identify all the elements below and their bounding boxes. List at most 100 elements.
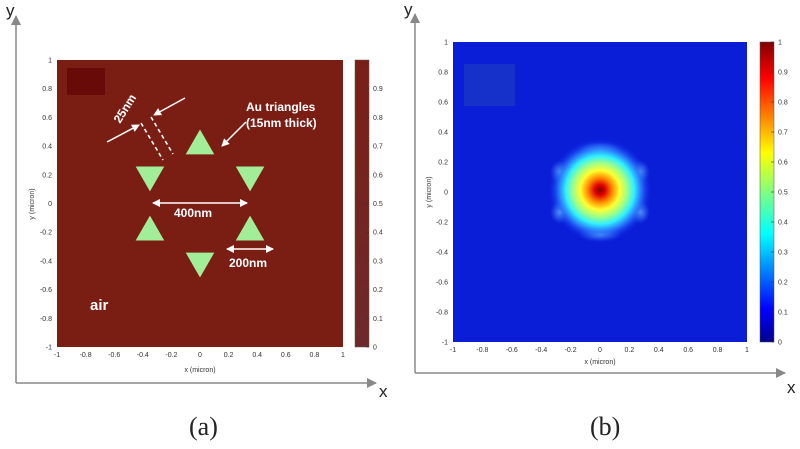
colorbar-tick-label: 0.1 <box>373 316 383 323</box>
panel-b: y x -1 -0.8 -0.6 -0.4 -0.2 0 0.2 0.4 0.6 0.8 1 -1 -0… <box>404 0 796 397</box>
title-label-line1: Au triangles <box>246 100 316 114</box>
y-tick-label: 0.4 <box>42 144 52 151</box>
colorbar-tick-label: 0.7 <box>373 144 383 151</box>
gap-arrow-left <box>106 124 140 143</box>
x-tick-label: 0.6 <box>281 352 291 359</box>
gap-dashed-line-1 <box>140 122 164 161</box>
hexagram <box>135 129 265 278</box>
au-triangle <box>135 215 165 241</box>
x-tick-label: 0.6 <box>683 347 693 354</box>
panel-b-label: (b) <box>590 412 621 441</box>
colorbar-tick-label: 0.2 <box>373 287 383 294</box>
x-tick-label: 0.2 <box>224 352 234 359</box>
x-tick-label: 0.8 <box>713 347 723 354</box>
panel-b-colorbar-ticks: 0 0.1 0.2 0.3 0.4 0.5 0.6 0.7 0.8 0.9 1 <box>771 40 788 347</box>
au-triangle <box>135 166 165 192</box>
span-label: 400nm <box>174 206 212 220</box>
title-annotation: Au triangles (15nm thick) <box>221 100 317 147</box>
field-hotspot <box>548 138 652 242</box>
y-tick-label: -0.8 <box>40 316 52 323</box>
x-tick-label: 0 <box>198 352 202 359</box>
colorbar-tick-label: 0.9 <box>778 70 788 77</box>
panel-b-ticks: -1 -0.8 -0.6 -0.4 -0.2 0 0.2 0.4 0.6 0.8 1 -1 -0.8 -0… <box>436 40 749 355</box>
au-triangle <box>185 129 215 155</box>
panel-b-x-label: x (micron) <box>584 359 615 366</box>
y-tick-label: 0.6 <box>42 115 52 122</box>
panel-b-y-label: y (micron) <box>426 176 433 207</box>
au-triangle <box>185 252 215 278</box>
panel-a: y x 25nm Au triangles (15nm thick) 400nm… <box>6 1 388 401</box>
gap-dashed-line-2 <box>150 116 174 155</box>
x-tick-label: -0.4 <box>137 352 149 359</box>
x-tick-label: -0.8 <box>80 352 92 359</box>
colorbar-tick-label: 0.1 <box>778 310 788 317</box>
x-tick-label: -0.6 <box>506 347 518 354</box>
colorbar-tick-label: 0.2 <box>778 280 788 287</box>
y-tick-label: -0.6 <box>436 280 448 287</box>
y-tick-label: 0.8 <box>42 86 52 93</box>
panel-a-inset-marker <box>67 68 105 95</box>
x-tick-label: 0.2 <box>625 347 635 354</box>
y-tick-label: -0.8 <box>436 310 448 317</box>
x-tick-label: 0 <box>598 347 602 354</box>
y-tick-label: -1 <box>442 340 448 347</box>
colorbar-tick-label: 0.8 <box>373 115 383 122</box>
y-tick-label: 0 <box>48 201 52 208</box>
colorbar-tick-label: 0.5 <box>373 201 383 208</box>
colorbar-tick-label: 0.3 <box>373 258 383 265</box>
y-tick-label: -0.6 <box>40 287 52 294</box>
y-tick-label: 0.8 <box>438 70 448 77</box>
y-tick-label: 1 <box>444 40 448 47</box>
panel-b-inset-marker <box>464 64 515 106</box>
x-tick-label: 0.4 <box>654 347 664 354</box>
colorbar-tick-label: 0.4 <box>373 230 383 237</box>
colorbar-tick-label: 0 <box>373 345 377 352</box>
x-tick-label: 1 <box>745 347 749 354</box>
panel-a-y-label: y (micron) <box>29 188 36 219</box>
panel-a-big-x-letter: x <box>379 382 388 401</box>
x-tick-label: -0.6 <box>108 352 120 359</box>
x-tick-label: -0.8 <box>476 347 488 354</box>
y-tick-label: 0.6 <box>438 100 448 107</box>
y-tick-label: 0.2 <box>42 172 52 179</box>
x-tick-label: -0.4 <box>535 347 547 354</box>
x-tick-label: -1 <box>450 347 456 354</box>
y-tick-label: -0.2 <box>40 230 52 237</box>
x-tick-label: 1 <box>341 352 345 359</box>
colorbar-tick-label: 0.5 <box>778 190 788 197</box>
au-triangle <box>235 166 265 192</box>
y-tick-label: 0.2 <box>438 160 448 167</box>
title-arrow <box>221 121 247 147</box>
x-tick-label: 0.8 <box>310 352 320 359</box>
colorbar-tick-label: 0.7 <box>778 130 788 137</box>
panel-a-colorbar-ticks: 0 0.1 0.2 0.3 0.4 0.5 0.6 0.7 0.8 0.9 <box>366 86 383 352</box>
y-tick-label: 0 <box>444 190 448 197</box>
y-tick-label: 0.4 <box>438 130 448 137</box>
span-annotation: 400nm <box>152 199 248 220</box>
panel-a-x-label: x (micron) <box>184 367 215 374</box>
colorbar-tick-label: 0.3 <box>778 250 788 257</box>
colorbar-tick-label: 0 <box>778 340 782 347</box>
colorbar-tick-label: 0.9 <box>373 86 383 93</box>
colorbar-tick-label: 0.6 <box>373 172 383 179</box>
panel-b-big-y-letter: y <box>404 0 413 19</box>
side-annotation: 200nm <box>226 245 274 270</box>
panel-a-ticks: -1 -0.8 -0.6 -0.4 -0.2 0 0.2 0.4 0.6 0.8 1 -1 -0.8 -0… <box>40 58 345 360</box>
title-label-line2: (15nm thick) <box>246 116 317 130</box>
y-tick-label: -0.4 <box>436 250 448 257</box>
gap-arrow-right <box>153 97 186 116</box>
x-tick-label: -0.2 <box>165 352 177 359</box>
colorbar-tick-label: 0.4 <box>778 220 788 227</box>
y-tick-label: 1 <box>48 58 52 65</box>
colorbar-tick-label: 0.6 <box>778 160 788 167</box>
x-tick-label: -1 <box>54 352 60 359</box>
y-tick-label: -0.4 <box>40 258 52 265</box>
au-triangle <box>235 215 265 241</box>
panel-a-big-y-letter: y <box>6 1 15 20</box>
panel-b-big-x-letter: x <box>787 378 796 397</box>
y-tick-label: -1 <box>46 345 52 352</box>
panel-a-label: (a) <box>189 412 218 441</box>
colorbar-tick-label: 1 <box>778 40 782 47</box>
x-tick-label: 0.4 <box>252 352 262 359</box>
